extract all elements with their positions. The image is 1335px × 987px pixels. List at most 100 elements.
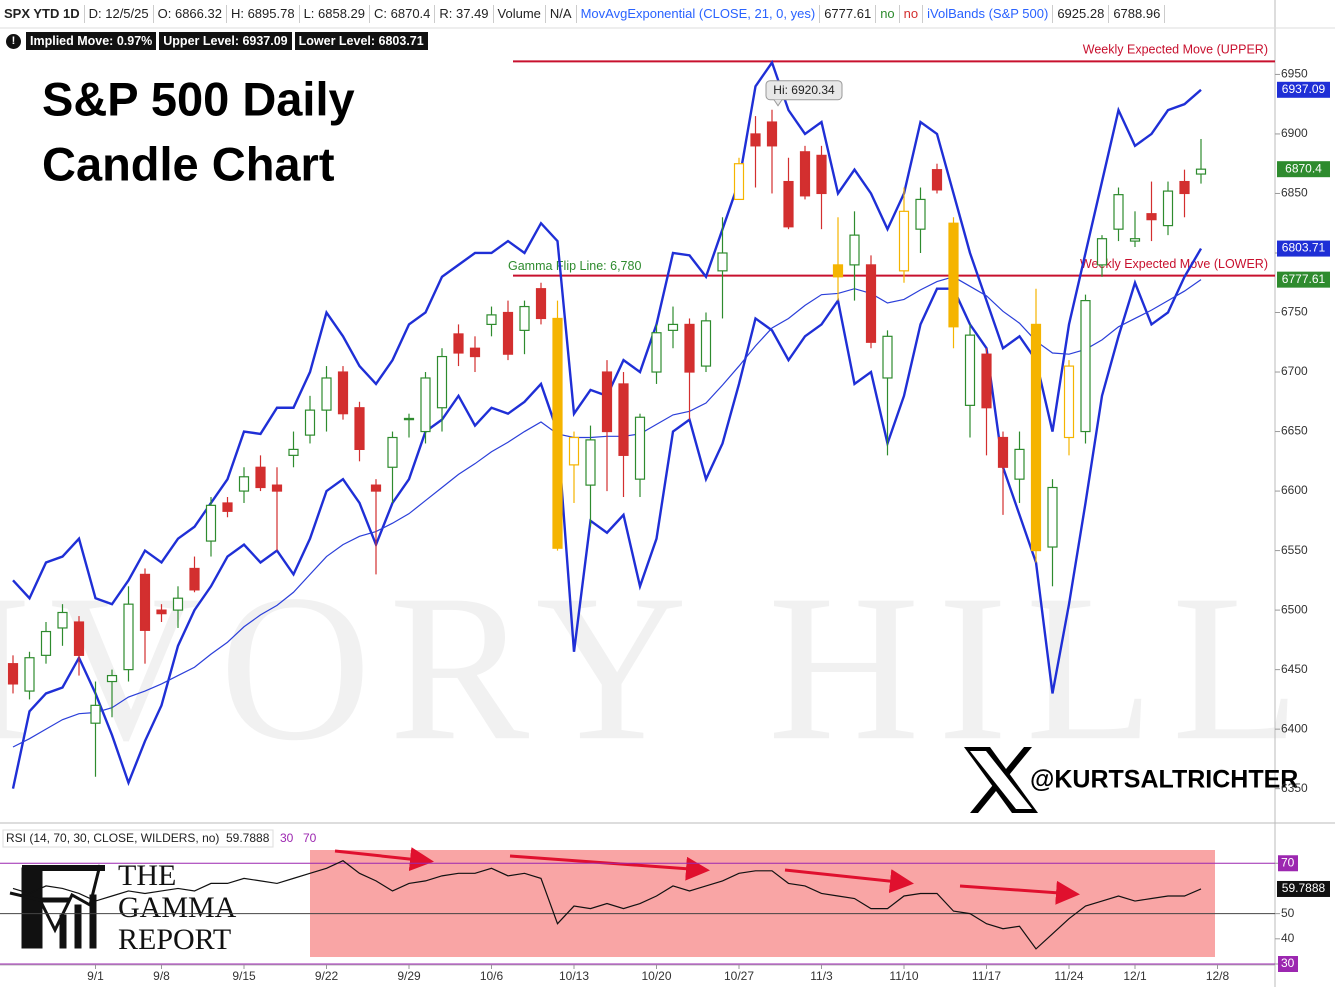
header-item: 6788.96	[1109, 5, 1166, 23]
candle-body	[172, 597, 184, 611]
y-tick-label: 70	[1281, 855, 1295, 869]
value-tag	[1277, 161, 1330, 178]
candle-body	[57, 611, 68, 629]
value-tag-label: 6937.09	[1282, 82, 1326, 96]
candle-body	[238, 476, 250, 492]
candle-body	[568, 436, 580, 466]
header: SPX YTD 1D D: 12/5/25 O: 6866.32 H: 6895…	[0, 0, 1275, 28]
candle-body	[700, 320, 712, 367]
candle-body	[271, 484, 283, 492]
candle-body	[552, 317, 563, 549]
candle-body	[865, 264, 877, 343]
gamma-flip-label: Gamma Flip Line: 6,780	[508, 259, 641, 273]
rsi-legend-level: 30	[280, 831, 294, 845]
value-tag-label: 6870.4	[1285, 161, 1322, 175]
candle-body	[717, 252, 728, 272]
x-tick-label: 10/27	[724, 969, 754, 983]
logo-text: THE	[118, 859, 176, 892]
x-tick-label: 12/1	[1123, 969, 1147, 983]
candle-body	[750, 133, 761, 147]
candle-body	[90, 704, 101, 724]
candle-body	[1063, 365, 1075, 439]
y-tick-label: 6700	[1281, 364, 1308, 378]
implied-move-item: Upper Level: 6937.09	[159, 32, 292, 50]
implied-move-item: Lower Level: 6803.71	[294, 32, 428, 50]
candle-body	[337, 371, 349, 415]
candle-body	[486, 314, 497, 326]
header-item: no	[900, 5, 924, 23]
chart-title: S&P 500 Daily	[42, 72, 355, 125]
x-tick-label: 11/17	[972, 969, 1001, 983]
candle-body	[981, 353, 992, 409]
candle-body	[1096, 238, 1108, 266]
candle-body	[733, 163, 745, 201]
gamma-logo	[9, 864, 105, 949]
annotation-pointer	[773, 99, 783, 107]
header-item: R: 37.49	[435, 5, 494, 23]
x-tick-label: 9/15	[232, 969, 256, 983]
y-tick-label: 6750	[1281, 305, 1308, 319]
logo-text: GAMMA	[118, 891, 237, 924]
candle-body	[1014, 448, 1025, 480]
candle-body	[189, 567, 200, 591]
header-item: D: 12/5/25	[85, 5, 154, 23]
candle-body	[1162, 190, 1174, 227]
y-tick-label: 30	[1281, 956, 1295, 970]
x-tick-label: 12/8	[1206, 969, 1230, 983]
value-tag	[1277, 240, 1330, 257]
y-tick-label: 6850	[1281, 186, 1308, 200]
y-tick-label: 6650	[1281, 424, 1308, 438]
x-tick-label: 11/3	[810, 969, 833, 983]
candle-body	[502, 311, 514, 355]
header-item: no	[876, 5, 900, 23]
x-tick-label: 9/22	[315, 969, 339, 983]
rsi-legend-box	[2, 829, 274, 848]
candle-body	[799, 151, 811, 197]
candle-body	[898, 210, 910, 272]
candle-body	[931, 169, 943, 191]
candle-body	[304, 409, 316, 436]
candle-body	[651, 332, 662, 373]
candle-body	[1080, 300, 1091, 433]
candle-body	[222, 502, 233, 512]
x-logo	[964, 747, 1038, 813]
candle-body	[1195, 168, 1207, 175]
candle-body	[882, 335, 893, 379]
annotation: Hi: 6920.34	[773, 83, 835, 97]
y-tick-label: 6500	[1281, 602, 1308, 616]
candle-body	[1179, 180, 1190, 195]
candle-body	[684, 323, 695, 373]
rsi-line	[12, 860, 1202, 950]
y-tick-label: 6550	[1281, 543, 1308, 557]
rsi-legend: RSI (14, 70, 30, CLOSE, WILDERS, no)	[6, 831, 219, 845]
y-tick-label: 6350	[1281, 781, 1308, 795]
candle-body	[106, 674, 118, 683]
candle-body	[24, 657, 35, 692]
x-tick-label: 11/24	[1054, 969, 1083, 983]
header-item: Volume	[494, 5, 546, 23]
header-item: N/A	[546, 5, 577, 23]
candle-body	[816, 154, 827, 195]
candle-body	[634, 416, 646, 480]
implied-move: ! Implied Move: 0.97% Upper Level: 6937.…	[6, 31, 428, 51]
x-tick-label: 10/20	[641, 969, 671, 983]
candle-body	[255, 466, 266, 489]
header-item: iVolBands (S&P 500)	[923, 5, 1054, 23]
candle-body	[321, 377, 332, 411]
implied-move-item: Implied Move: 0.97%	[26, 32, 157, 50]
y-tick-label: 6450	[1281, 662, 1308, 676]
candle-body	[1113, 194, 1124, 230]
annotation-box	[765, 80, 843, 101]
tick-tag	[1278, 855, 1298, 872]
candle-body	[948, 222, 959, 328]
header-item: MovAvgExponential (CLOSE, 21, 0, yes)	[577, 5, 821, 23]
candle-body	[964, 334, 976, 406]
candle-body	[1047, 486, 1058, 548]
x-tick-label: 10/13	[559, 969, 589, 983]
expected-move-label: Weekly Expected Move (LOWER)	[1080, 257, 1268, 271]
candle-body	[997, 436, 1009, 468]
candle-body	[1030, 323, 1042, 552]
candle-body	[288, 448, 299, 456]
